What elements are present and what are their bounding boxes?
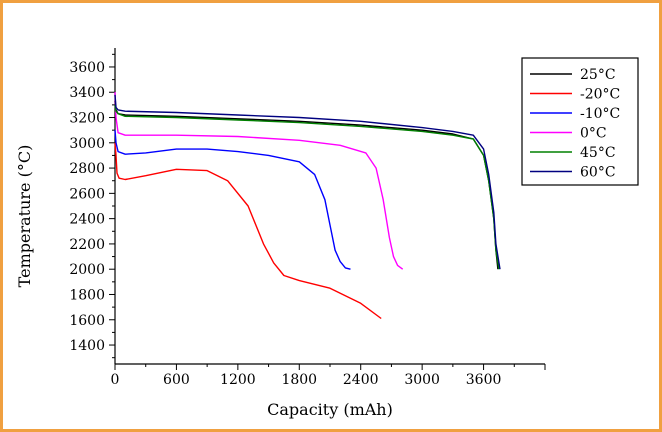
y-axis-title: Temperature (°C) <box>15 145 34 288</box>
y-tick-label: 3000 <box>69 136 105 152</box>
x-tick-label: 2400 <box>343 372 379 388</box>
legend-label: -20°C <box>580 87 620 103</box>
legend: 25°C -20°C -10°C 0°C 45°C 60°C <box>521 57 639 186</box>
legend-label: 45°C <box>580 145 616 161</box>
x-tick-label: 1200 <box>220 372 256 388</box>
y-tick-label: 2800 <box>69 161 105 177</box>
series-layer <box>114 92 501 320</box>
y-tick-label: 1600 <box>69 313 105 329</box>
x-tick-label: 3600 <box>466 372 502 388</box>
legend-label: 0°C <box>580 126 607 142</box>
x-tick-label: 600 <box>163 372 190 388</box>
legend-label: 60°C <box>580 165 616 181</box>
x-tick-label: 0 <box>111 372 120 388</box>
series-line <box>114 104 500 270</box>
y-tick-label: 3400 <box>69 85 105 101</box>
y-tick-label: 2000 <box>69 262 105 278</box>
series-line <box>114 142 382 320</box>
axes: 1400 1600 1800 2000 2200 2400 2600 2800 3000 3200… <box>69 48 546 388</box>
y-tick-label: 2400 <box>69 212 105 228</box>
y-tick-label: 2200 <box>69 237 105 253</box>
x-tick-label: 3000 <box>404 372 440 388</box>
y-tick-label: 1800 <box>69 287 105 303</box>
legend-label: 25°C <box>580 67 616 83</box>
x-tick-label: 1800 <box>281 372 317 388</box>
y-tick-label: 3600 <box>69 60 105 76</box>
y-tick-label: 3200 <box>69 111 105 127</box>
legend-label: -10°C <box>580 106 620 122</box>
series-line <box>114 101 499 270</box>
series-line <box>114 94 501 270</box>
y-tick-label: 1400 <box>69 338 105 354</box>
x-axis-title: Capacity (mAh) <box>267 400 393 419</box>
legend-box <box>521 57 639 186</box>
series-line <box>114 92 404 270</box>
series-line <box>114 130 351 270</box>
y-tick-label: 2600 <box>69 186 105 202</box>
